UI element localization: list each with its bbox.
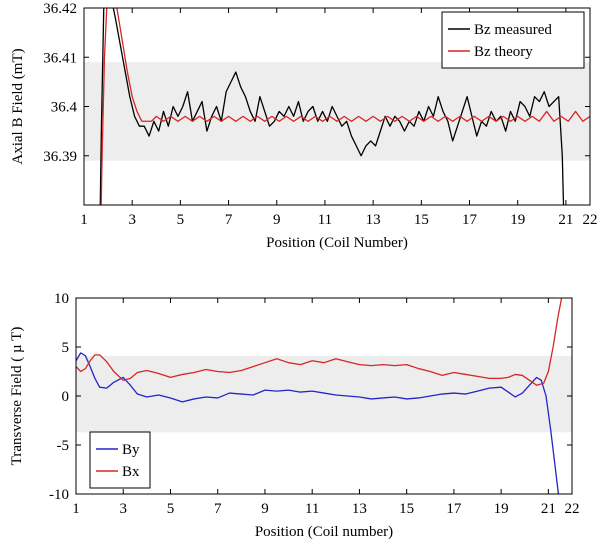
x-tick-label: 22 <box>583 212 598 228</box>
x-tick-label: 21 <box>541 501 556 517</box>
y-tick-label: 36.42 <box>43 1 77 17</box>
y-tick-label: 36.4 <box>51 100 78 116</box>
y-tick-label: 36.41 <box>43 50 77 66</box>
legend: Bz measured Bz theory <box>441 11 585 69</box>
x-tick-label: 19 <box>510 212 525 228</box>
x-axis-label: Position (Coil number) <box>255 524 393 540</box>
y-axis-label: Axial B Field (mT) <box>10 48 26 164</box>
legend: By Bx <box>89 431 151 489</box>
shaded-band <box>84 62 590 161</box>
x-tick-label: 3 <box>128 212 136 228</box>
x-tick-label: 15 <box>399 501 414 517</box>
y-tick-label: 5 <box>62 340 70 356</box>
y-tick-label: -10 <box>49 487 69 503</box>
x-tick-label: 11 <box>318 212 332 228</box>
x-tick-label: 17 <box>462 212 478 228</box>
x-tick-label: 1 <box>72 501 80 517</box>
series-group <box>76 298 563 494</box>
y-tick-label: -5 <box>57 438 70 454</box>
x-tick-label: 15 <box>414 212 429 228</box>
x-tick-label: 11 <box>305 501 319 517</box>
x-axis-label: Position (Coil Number) <box>266 235 408 251</box>
axial-field-panel: 1 3 5 7 9 11 13 15 17 19 21 2236.3936.436.4136.42Po… <box>10 1 598 251</box>
x-tick-label: 5 <box>177 212 185 228</box>
legend-label: Bz measured <box>474 22 552 38</box>
x-tick-label: 22 <box>565 501 580 517</box>
y-tick-label: 36.39 <box>43 149 77 165</box>
x-tick-label: 7 <box>214 501 222 517</box>
series-line-bx <box>76 298 563 386</box>
y-axis-label: Transverse Field ( µ T) <box>9 327 25 466</box>
x-tick-label: 5 <box>167 501 175 517</box>
series-line-by <box>76 352 560 494</box>
legend-label: Bz theory <box>474 44 533 60</box>
x-tick-label: 1 <box>80 212 88 228</box>
legend-label: Bx <box>122 464 140 480</box>
series-group <box>99 8 590 205</box>
legend-box <box>441 11 585 69</box>
legend-box <box>89 431 151 489</box>
x-tick-label: 21 <box>558 212 573 228</box>
legend-label: By <box>122 442 140 458</box>
x-tick-label: 3 <box>119 501 127 517</box>
x-tick-label: 13 <box>366 212 381 228</box>
y-tick-label: 10 <box>54 291 69 307</box>
x-tick-label: 17 <box>446 501 462 517</box>
x-tick-label: 13 <box>352 501 367 517</box>
x-tick-label: 19 <box>494 501 509 517</box>
shaded-band <box>76 355 572 433</box>
series-line-bz-theory <box>100 8 590 205</box>
x-tick-label: 7 <box>225 212 233 228</box>
x-tick-label: 9 <box>273 212 281 228</box>
x-tick-label: 9 <box>261 501 269 517</box>
y-tick-label: 0 <box>62 389 70 405</box>
